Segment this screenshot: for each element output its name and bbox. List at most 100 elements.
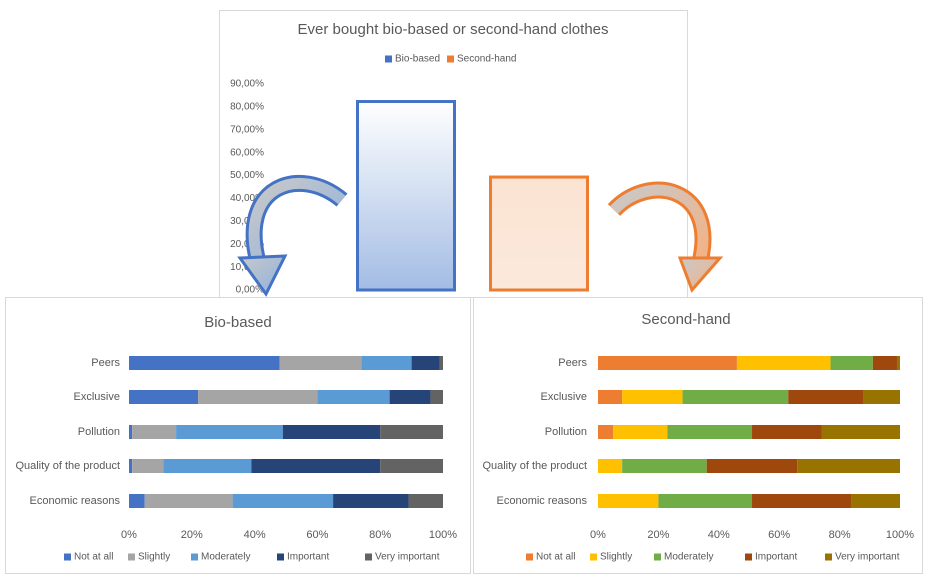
bar-segment xyxy=(872,356,897,370)
bar-segment xyxy=(430,390,443,404)
legend-label: Moderately xyxy=(201,552,250,563)
bar-segment xyxy=(163,459,252,473)
y-tick-label: 90,00% xyxy=(230,79,264,90)
second-hand-chart: Second-hand 0% 20% 40% 60% 80% 100% Peers Exclus… xyxy=(473,297,923,574)
bar-segment xyxy=(132,459,164,473)
bar-segment xyxy=(317,390,390,404)
legend-label: Slightly xyxy=(600,552,632,563)
x-tick-label: 100% xyxy=(429,529,457,541)
category-label: Peers xyxy=(91,357,120,369)
bar-segment xyxy=(830,356,873,370)
legend-label: Moderately xyxy=(664,552,713,563)
legend-label: Important xyxy=(755,552,797,563)
legend-marker xyxy=(590,553,597,561)
legend-label: Very important xyxy=(835,552,900,563)
arrow-body xyxy=(610,184,709,264)
legend-marker xyxy=(365,553,372,561)
bar-segment xyxy=(439,356,443,370)
bar-segment xyxy=(752,494,852,508)
x-tick-label: 20% xyxy=(647,529,669,541)
legend-marker xyxy=(654,553,661,561)
bar-segment xyxy=(622,390,683,404)
bar-segment xyxy=(706,459,798,473)
category-label: Peers xyxy=(558,357,587,369)
x-tick-label: 20% xyxy=(181,529,203,541)
bar-segment xyxy=(896,356,900,370)
bar-segment xyxy=(380,425,443,439)
y-tick-label: 40,00% xyxy=(230,193,264,204)
legend-marker xyxy=(191,553,198,561)
bar-segment xyxy=(598,425,614,439)
arrow-head xyxy=(237,254,288,297)
bar-segment xyxy=(129,459,133,473)
bar-segment xyxy=(598,390,623,404)
x-tick-label: 60% xyxy=(768,529,790,541)
legend-label: Bio-based xyxy=(395,54,440,65)
bar-segment xyxy=(361,356,412,370)
legend-label: Second-hand xyxy=(457,54,517,65)
bar-segment xyxy=(333,494,409,508)
x-tick-label: 80% xyxy=(829,529,851,541)
bar-segment xyxy=(667,425,753,439)
y-tick-label: 0,00% xyxy=(236,285,264,296)
category-label: Quality of the product xyxy=(15,460,120,472)
y-tick-label: 70,00% xyxy=(230,124,264,135)
bar-segment xyxy=(411,356,440,370)
category-label: Pollution xyxy=(78,426,120,438)
bar-segment xyxy=(752,425,822,439)
legend-marker xyxy=(277,553,284,561)
bar-segment xyxy=(380,459,443,473)
chart-title: Bio-based xyxy=(204,314,272,331)
x-tick-label: 0% xyxy=(121,529,137,541)
x-tick-label: 60% xyxy=(306,529,328,541)
bar xyxy=(356,100,456,292)
bar-segment xyxy=(251,459,381,473)
category-label: Pollution xyxy=(545,426,587,438)
bar-segment xyxy=(129,390,199,404)
category-label: Economic reasons xyxy=(30,495,121,507)
bar-segment xyxy=(129,356,280,370)
legend-label: Important xyxy=(287,552,329,563)
x-tick-label: 100% xyxy=(886,529,914,541)
legend-marker xyxy=(526,553,533,561)
legend-marker xyxy=(128,553,135,561)
bar-segment xyxy=(389,390,431,404)
bar-segment xyxy=(198,390,318,404)
x-tick-label: 40% xyxy=(244,529,266,541)
bar-segment xyxy=(622,459,707,473)
legend-marker xyxy=(745,553,752,561)
legend-label: Not at all xyxy=(536,552,575,563)
bar-segment xyxy=(788,390,864,404)
y-tick-label: 60,00% xyxy=(230,147,264,158)
bar-segment xyxy=(598,494,659,508)
bar-segment xyxy=(821,425,900,439)
bar-segment xyxy=(176,425,283,439)
category-label: Quality of the product xyxy=(482,460,587,472)
x-tick-label: 80% xyxy=(369,529,391,541)
legend-marker xyxy=(385,55,392,63)
bar-segment xyxy=(598,459,623,473)
bar-segment xyxy=(279,356,362,370)
legend-label: Slightly xyxy=(138,552,170,563)
arrow-head xyxy=(677,256,724,293)
bar-segment xyxy=(282,425,381,439)
bar-segment xyxy=(863,390,900,404)
bar-segment xyxy=(658,494,753,508)
bar-segment xyxy=(598,356,737,370)
bar-segment xyxy=(408,494,443,508)
bar-segment xyxy=(232,494,334,508)
bar-segment xyxy=(129,425,133,439)
arrows xyxy=(237,174,724,297)
category-label: Exclusive xyxy=(74,391,120,403)
chart-title: Second-hand xyxy=(641,311,730,328)
bar-segment xyxy=(613,425,668,439)
x-tick-label: 40% xyxy=(708,529,730,541)
top-chart: Ever bought bio-based or second-hand clo… xyxy=(219,10,688,298)
legend-label: Not at all xyxy=(74,552,113,563)
legend-marker xyxy=(64,553,71,561)
bar-segment xyxy=(129,494,145,508)
y-tick-label: 80,00% xyxy=(230,102,264,113)
chart-title: Ever bought bio-based or second-hand clo… xyxy=(297,21,608,38)
bar-segment xyxy=(797,459,900,473)
bio-based-chart: Bio-based 0% 20% 40% 60% 80% 100% Peers Exclusiv… xyxy=(5,297,471,574)
